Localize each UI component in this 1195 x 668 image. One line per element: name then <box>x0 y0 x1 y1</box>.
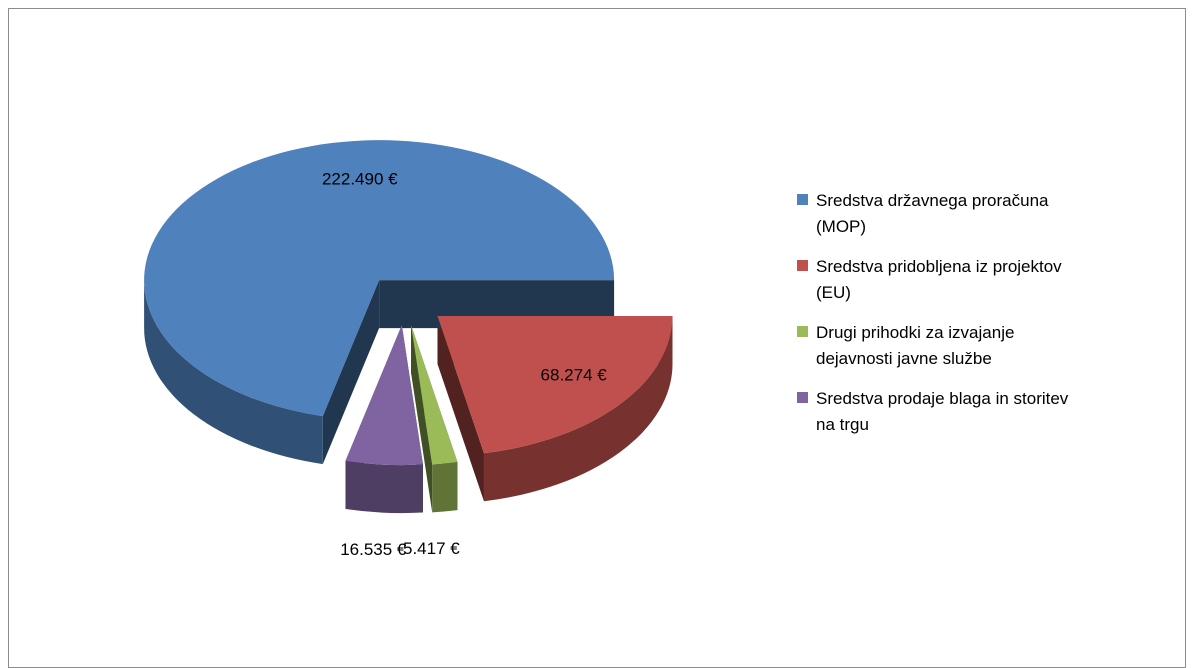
slice-side <box>437 315 484 502</box>
slice-side <box>411 324 433 513</box>
legend-label: Drugi prihodki za izvajanje dejavnosti j… <box>816 323 1015 368</box>
slice <box>144 140 615 417</box>
legend-entry: Sredstva državnega proračuna (MOP) <box>797 188 1084 240</box>
legend: Sredstva državnega proračuna (MOP) Sredst… <box>797 188 1084 452</box>
data-label: 16.535 € <box>340 540 407 559</box>
legend-swatch <box>797 194 808 205</box>
data-label: 5.417 € <box>403 539 460 558</box>
data-label: 222.490 € <box>322 170 398 189</box>
legend-entry: Sredstva prodaje blaga in storitev na tr… <box>797 386 1084 438</box>
slice-side <box>345 461 423 514</box>
slice <box>411 324 458 465</box>
slice-side <box>483 315 673 502</box>
legend-swatch <box>797 392 808 403</box>
legend-label: Sredstva pridobljena iz projektov (EU) <box>816 257 1062 302</box>
slice-side <box>322 280 380 465</box>
legend-label: Sredstva državnega proračuna (MOP) <box>816 191 1049 236</box>
legend-label: Sredstva prodaje blaga in storitev na tr… <box>816 389 1069 434</box>
legend-entry: Drugi prihodki za izvajanje dejavnosti j… <box>797 320 1084 372</box>
legend-swatch <box>797 326 808 337</box>
legend-swatch <box>797 260 808 271</box>
slice <box>437 315 673 454</box>
legend-entry: Sredstva pridobljena iz projektov (EU) <box>797 254 1084 306</box>
data-label: 68.274 € <box>541 365 608 384</box>
slice <box>345 325 423 466</box>
slice-side <box>144 280 323 465</box>
slice-side <box>432 462 458 513</box>
